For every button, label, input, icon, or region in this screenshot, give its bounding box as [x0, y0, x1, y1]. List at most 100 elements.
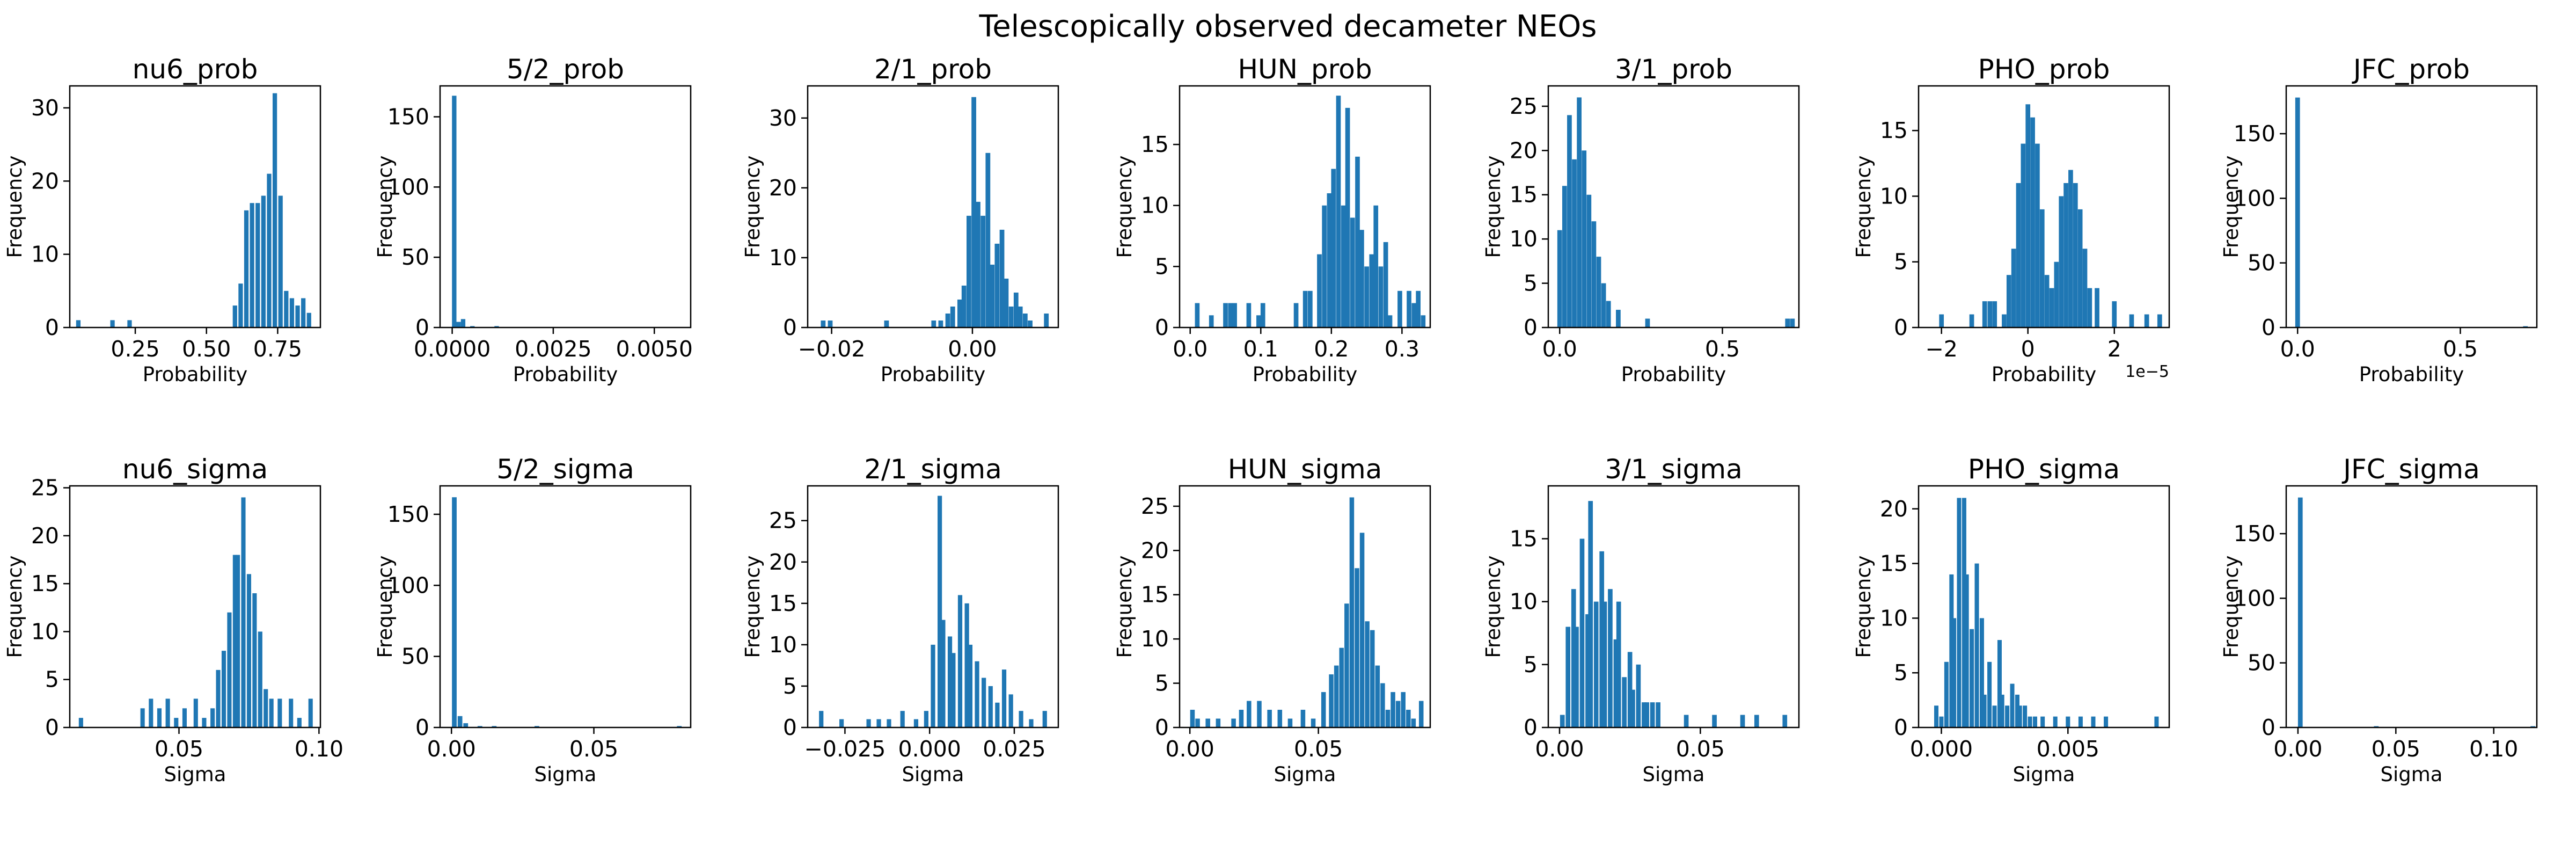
y-tick-label: 25: [31, 475, 59, 501]
histogram-bar: [1375, 665, 1380, 727]
y-tick-label: 150: [387, 104, 429, 130]
y-tick-label: 0: [1155, 715, 1169, 740]
histogram-bar: [1395, 701, 1401, 727]
y-tick-label: 0: [1894, 715, 1908, 740]
y-tick-label: 15: [1880, 118, 1908, 143]
histogram-bar: [821, 320, 826, 327]
y-tick-label: 25: [1510, 93, 1538, 119]
histogram-bar: [246, 574, 251, 727]
histogram-bar: [819, 711, 824, 727]
histogram-bar: [1962, 498, 1966, 727]
histogram-bar: [1019, 711, 1023, 727]
x-axis-label: Probability: [881, 363, 986, 386]
histogram-bar: [1317, 254, 1322, 327]
x-axis-label: Probability: [513, 363, 618, 386]
panel-title: PHO_sigma: [1968, 454, 2120, 485]
histogram-bar: [964, 603, 969, 727]
histogram-bar: [1601, 283, 1606, 327]
histogram-bar: [968, 644, 973, 727]
histogram-bar: [1277, 710, 1283, 727]
histogram-bar: [2054, 261, 2059, 327]
histogram-bar: [1656, 702, 1660, 728]
histogram-bar: [295, 305, 300, 327]
histogram-bar: [1195, 718, 1200, 727]
histogram-bar: [1939, 314, 1944, 327]
y-axis-label: Frequency: [3, 155, 26, 258]
y-tick-label: 100: [387, 572, 429, 598]
panel-title: JFC_prob: [2352, 54, 2470, 85]
x-tick-label: 0.2: [1314, 336, 1349, 362]
histogram-bar: [1567, 115, 1572, 327]
y-tick-label: 15: [1510, 182, 1538, 208]
histogram-bar: [1740, 715, 1745, 727]
y-tick-label: 30: [31, 95, 59, 121]
y-tick-label: 20: [1141, 537, 1169, 563]
histogram-bar: [1982, 694, 1987, 727]
histogram-bar: [76, 320, 81, 327]
panel-title: HUN_sigma: [1228, 454, 1382, 485]
histogram-bar: [2040, 716, 2045, 727]
histogram-bar: [284, 290, 289, 327]
histogram-bar: [1331, 169, 1336, 327]
histogram-bar: [1322, 205, 1327, 327]
histogram-bar: [1190, 710, 1195, 727]
histogram-bar: [2032, 716, 2037, 727]
axes-frame: [1547, 485, 1800, 729]
histogram-bar: [2030, 117, 2035, 327]
histogram-bar: [1195, 303, 1200, 327]
histogram-bar: [463, 723, 469, 727]
histogram-bar: [1308, 290, 1313, 327]
histogram-bar: [269, 698, 274, 727]
histogram-bar: [2073, 183, 2078, 327]
histogram-bar: [202, 718, 207, 727]
histogram-bar: [941, 620, 946, 727]
histogram-bar: [1013, 292, 1019, 327]
y-tick-label: 0: [1524, 715, 1538, 740]
histogram-bar: [1712, 715, 1717, 727]
y-tick-label: 0: [415, 315, 429, 340]
histogram-bar: [452, 497, 457, 727]
histogram-bar: [1593, 601, 1599, 728]
y-axis-label: Frequency: [1852, 555, 1875, 658]
histogram-bar: [1018, 306, 1023, 327]
histogram-bar: [1355, 156, 1360, 327]
x-tick-label: 0.00: [948, 336, 997, 362]
x-tick-label: 0.0000: [414, 336, 491, 362]
y-tick-label: 5: [1524, 271, 1538, 296]
histogram-bar: [1650, 702, 1655, 728]
histogram-bar: [272, 93, 277, 327]
histogram-bar: [1565, 627, 1571, 727]
x-axis-label: Sigma: [2013, 763, 2075, 786]
histogram-bar: [227, 612, 232, 727]
histogram-bar: [1267, 710, 1272, 727]
histogram-bar: [980, 215, 986, 327]
histogram-panel: 0.00 0.05 0 5 10 15 20 25 HUN_sigma Sigma Frequenc…: [1113, 454, 1431, 786]
histogram-bar: [1582, 150, 1587, 327]
histogram-bar: [1401, 692, 1406, 727]
histogram-bar: [2000, 694, 2004, 727]
x-axis-label: Probability: [143, 363, 248, 386]
histogram-bar: [1397, 290, 1402, 327]
x-tick-label: 0.00: [1535, 736, 1584, 762]
axes-frame: [1179, 85, 1431, 329]
y-tick-label: 0: [2262, 715, 2275, 740]
histogram-bar: [289, 698, 294, 727]
histogram-bar: [1939, 716, 1944, 727]
histogram-bar: [931, 644, 935, 727]
histogram-bar: [876, 719, 881, 727]
y-tick-label: 0: [783, 715, 797, 740]
histogram-bar: [985, 152, 991, 327]
histogram-bar: [2015, 694, 2019, 727]
x-tick-label: 0.025: [983, 736, 1045, 762]
histogram-bar: [1391, 692, 1395, 727]
histogram-bar: [2082, 249, 2088, 327]
y-tick-label: 5: [1894, 249, 1908, 275]
histogram-bar: [308, 698, 313, 727]
histogram-bar: [2297, 497, 2303, 727]
x-tick-label: 0.0050: [616, 336, 692, 362]
x-tick-label: 0.0: [1173, 336, 1208, 362]
histogram-bar: [1572, 159, 1577, 327]
y-tick-label: 25: [769, 508, 797, 534]
histogram-bar: [2078, 716, 2083, 727]
axes-frame: [69, 485, 321, 729]
